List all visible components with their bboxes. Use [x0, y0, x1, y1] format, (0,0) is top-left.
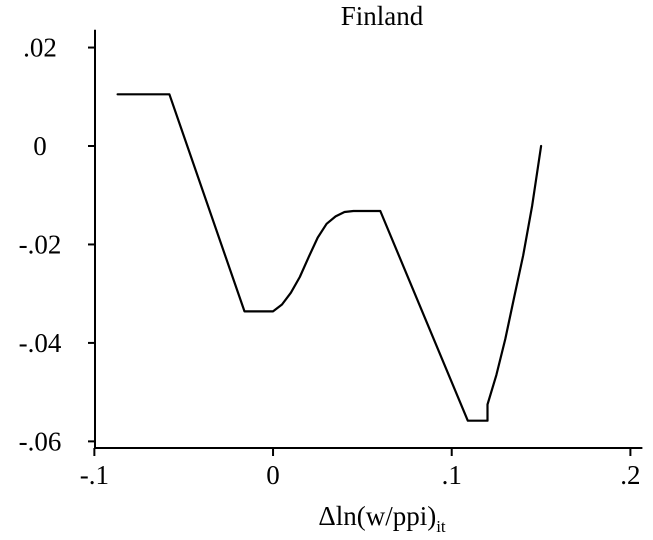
y-tick-label: -.06 [19, 426, 62, 456]
y-tick-label: 0 [33, 131, 47, 161]
y-tick-label: -.02 [19, 229, 62, 259]
x-tick-label: .2 [620, 460, 640, 490]
x-axis-label-subscript: it [436, 517, 446, 536]
x-ticks: -.1 0 .1 .2 [80, 448, 641, 490]
x-tick-label: -.1 [80, 460, 109, 490]
x-axis-label-main: Δln(w/ppi) [318, 501, 436, 531]
y-ticks: .02 0 -.02 -.04 -.06 [19, 33, 95, 456]
x-axis-label: Δln(w/ppi)it [318, 501, 446, 536]
x-tick-label: 0 [266, 460, 280, 490]
x-tick-label: .1 [442, 460, 462, 490]
y-tick-label: -.04 [19, 328, 62, 358]
chart-title: Finland [341, 1, 424, 31]
y-tick-label: .02 [23, 33, 57, 63]
series-line [116, 93, 543, 422]
